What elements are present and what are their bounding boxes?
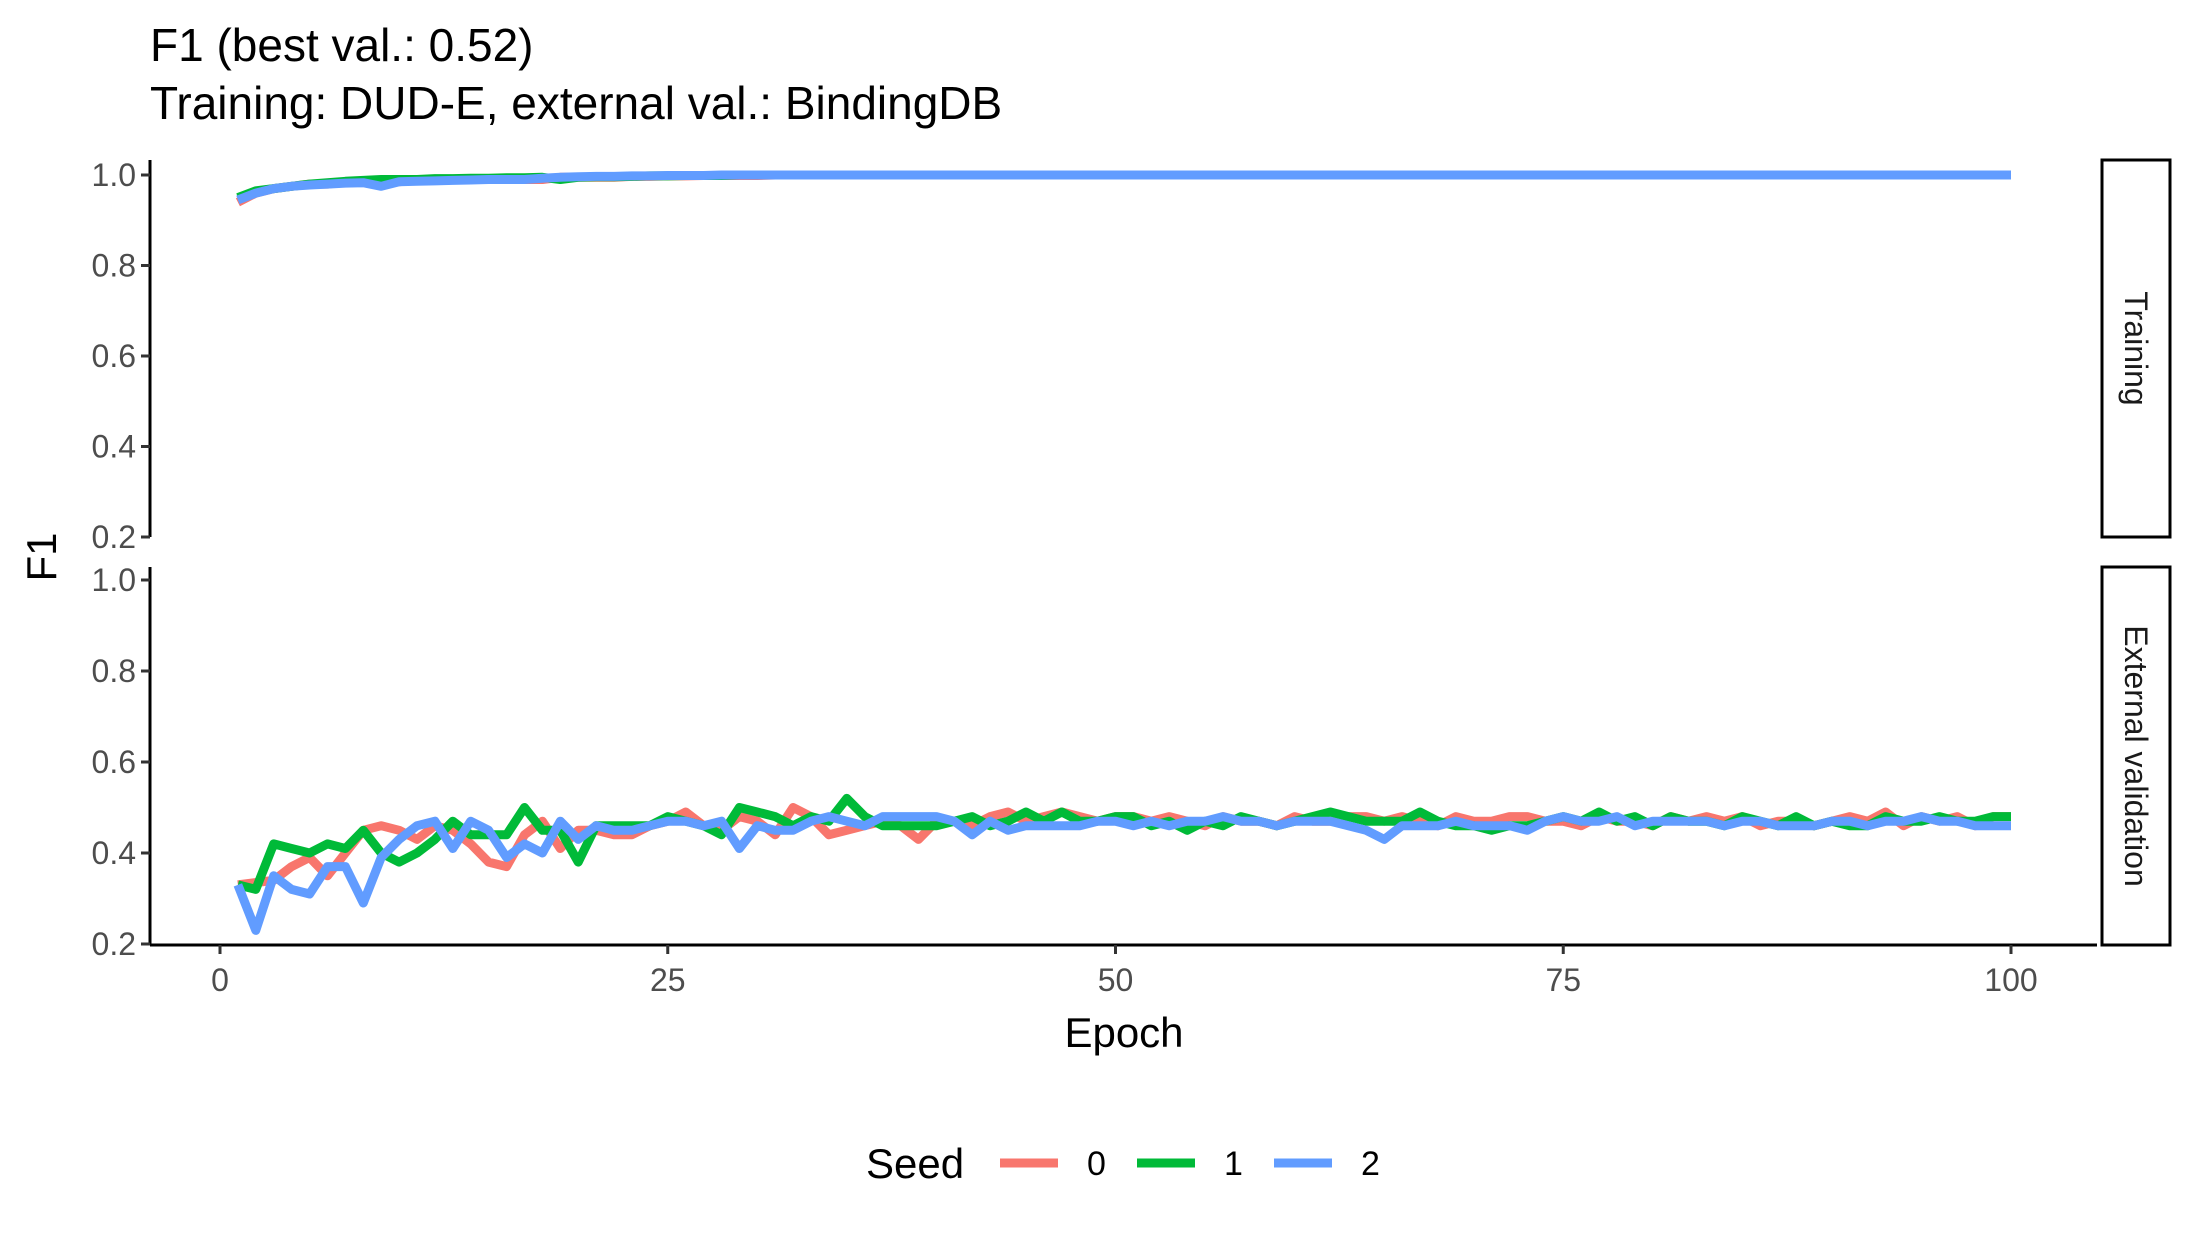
legend-label-seed-0: 0 bbox=[1087, 1145, 1106, 1183]
x-tick-label: 100 bbox=[1984, 962, 2037, 998]
y-tick-label: 0.2 bbox=[92, 519, 136, 555]
facet-strip-label: External validation bbox=[2118, 625, 2154, 886]
panel-external-validation: 0.2 0.4 0.6 0.8 1.0 External validation bbox=[92, 562, 2172, 962]
y-tick-label: 0.2 bbox=[92, 926, 136, 962]
chart-subtitle: Training: DUD-E, external val.: BindingD… bbox=[150, 77, 1003, 129]
facet-strip bbox=[2100, 565, 2172, 947]
series-line-seed-2 bbox=[236, 170, 2011, 205]
x-tick-label: 75 bbox=[1545, 962, 1581, 998]
panel-training: 0.2 0.4 0.6 0.8 1.0 Training bbox=[92, 157, 2172, 555]
chart-title: F1 (best val.: 0.52) bbox=[150, 19, 534, 71]
x-axis: 0 25 50 75 100 bbox=[211, 945, 2038, 998]
y-axis-label: F1 bbox=[18, 532, 65, 581]
y-tick-label: 0.6 bbox=[92, 744, 136, 780]
y-tick-label: 1.0 bbox=[92, 157, 136, 193]
series-line-seed-1 bbox=[236, 793, 2011, 894]
y-tick-label: 0.4 bbox=[92, 835, 136, 871]
y-tick-label: 0.8 bbox=[92, 653, 136, 689]
legend: Seed 0 1 2 bbox=[866, 1140, 1380, 1187]
legend-title: Seed bbox=[866, 1140, 964, 1187]
series-line-seed-2 bbox=[233, 812, 2011, 935]
facet-strip-label: Training bbox=[2118, 291, 2154, 405]
legend-label-seed-2: 2 bbox=[1361, 1145, 1380, 1183]
y-tick-label: 0.6 bbox=[92, 338, 136, 374]
x-tick-label: 0 bbox=[211, 962, 229, 998]
panels: 0.2 0.4 0.6 0.8 1.0 Training 0.2 0.4 0.6 0.8 1.0 Ex… bbox=[92, 157, 2172, 962]
legend-keys: 0 1 2 bbox=[1000, 1145, 1380, 1183]
legend-label-seed-1: 1 bbox=[1224, 1145, 1243, 1183]
facet-strip bbox=[2100, 158, 2172, 539]
x-axis-label: Epoch bbox=[1064, 1009, 1183, 1056]
y-tick-label: 0.8 bbox=[92, 248, 136, 284]
x-tick-label: 25 bbox=[650, 962, 686, 998]
y-tick-label: 0.4 bbox=[92, 429, 136, 465]
x-tick-label: 50 bbox=[1098, 962, 1134, 998]
y-tick-label: 1.0 bbox=[92, 562, 136, 598]
